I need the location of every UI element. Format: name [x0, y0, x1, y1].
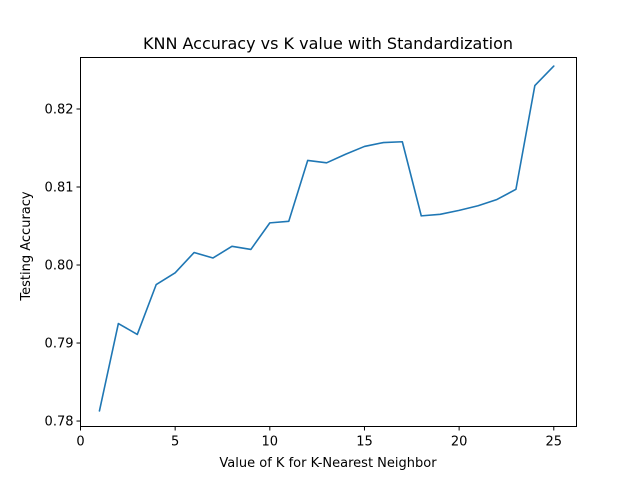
- x-tick-label: 10: [262, 435, 279, 450]
- x-tick-label: 15: [356, 435, 373, 450]
- x-tick-label: 5: [171, 435, 179, 450]
- y-tick-label: 0.78: [45, 415, 74, 430]
- y-axis-label: Testing Accuracy: [19, 191, 34, 301]
- x-tick-label: 0: [76, 435, 84, 450]
- x-axis: 0 5 10 15 20 25: [76, 426, 563, 450]
- x-tick-label: 20: [451, 435, 468, 450]
- axes-frame: [80, 57, 577, 427]
- plot-area: [98, 65, 555, 412]
- y-axis: 0.78 0.79 0.80 0.81 0.82: [45, 102, 81, 430]
- series-line: [98, 65, 555, 412]
- y-tick-label: 0.80: [45, 259, 74, 274]
- chart-title: KNN Accuracy vs K value with Standardiza…: [143, 34, 513, 53]
- x-axis-label: Value of K for K-Nearest Neighbor: [219, 456, 437, 471]
- y-tick-label: 0.82: [45, 102, 74, 117]
- y-tick-label: 0.81: [45, 181, 74, 196]
- x-tick-label: 25: [546, 435, 563, 450]
- y-tick-label: 0.79: [45, 337, 74, 352]
